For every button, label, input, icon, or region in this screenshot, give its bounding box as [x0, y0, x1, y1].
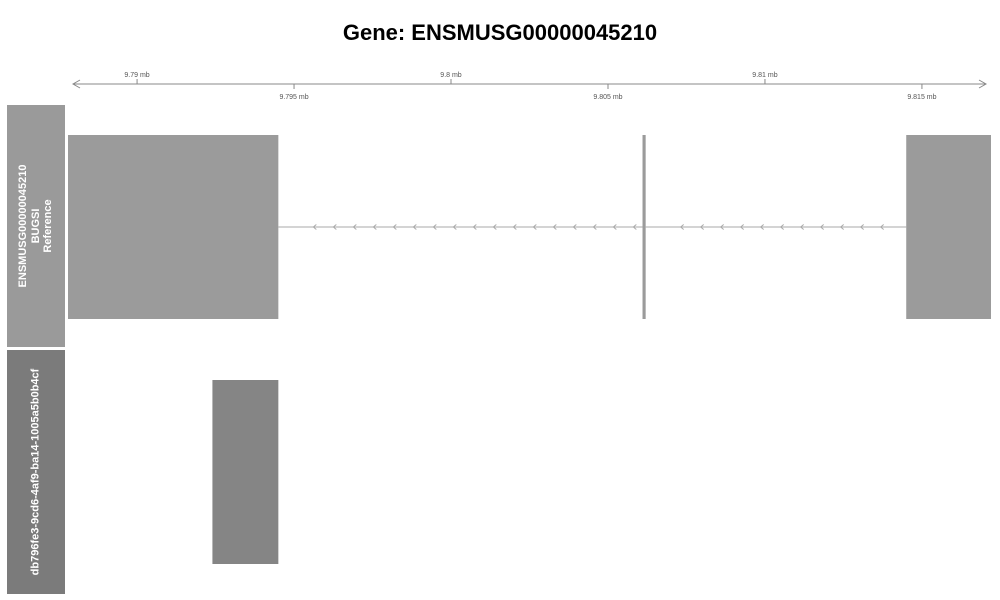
strand-chevron: [572, 224, 577, 230]
axis-tick-label: 9.805 mb: [593, 94, 622, 101]
genome-axis: 9.79 mb 9.8 mb 9.81 mb 9.795 mb 9.805 mb 9.81…: [71, 72, 988, 101]
exon-block: [212, 380, 279, 564]
axis-tick-label: 9.795 mb: [279, 94, 308, 101]
strand-chevron: [552, 224, 557, 230]
strand-chevron: [472, 224, 477, 230]
track-panel-transcript: db796fe3-9cd6-4af9-ba14-1005a5b0b4cf: [7, 350, 65, 594]
exon-block: [68, 135, 279, 319]
strand-chevron: [612, 224, 617, 230]
strand-chevron: [759, 224, 764, 230]
track-label-line: ENSMUSG00000045210: [17, 164, 30, 288]
strand-chevron: [392, 224, 397, 230]
strand-chevron: [739, 224, 744, 230]
axis-arrow-left: [71, 79, 81, 89]
page-title: Gene: ENSMUSG00000045210: [342, 20, 658, 45]
strand-chevron: [492, 224, 497, 230]
strand-chevron: [799, 224, 804, 230]
strand-chevron: [372, 224, 377, 230]
axis-tick-label: 9.8 mb: [440, 72, 462, 79]
strand-chevron: [592, 224, 597, 230]
strand-chevron: [679, 224, 684, 230]
strand-chevron: [432, 224, 437, 230]
track-label-line: BUGSI: [29, 208, 42, 244]
strand-chevron: [819, 224, 824, 230]
track-label-line: Reference: [42, 199, 55, 253]
track-label-transcript: db796fe3-9cd6-4af9-ba14-1005a5b0b4cf: [30, 369, 43, 576]
axis-tick-label: 9.815 mb: [907, 94, 936, 101]
strand-chevron: [879, 224, 884, 230]
strand-chevron: [352, 224, 357, 230]
strand-chevron: [332, 224, 337, 230]
strand-chevron: [512, 224, 517, 230]
track-label-reference: ENSMUSG00000045210 BUGSI Reference: [17, 165, 55, 288]
strand-chevron: [412, 224, 417, 230]
track-label-line: db796fe3-9cd6-4af9-ba14-1005a5b0b4cf: [29, 368, 42, 576]
strand-chevron: [859, 224, 864, 230]
strand-chevron: [532, 224, 537, 230]
axis-arrow-right: [978, 79, 988, 89]
track-panel-reference: ENSMUSG00000045210 BUGSI Reference: [7, 105, 65, 347]
axis-tick-label: 9.79 mb: [124, 72, 149, 79]
strand-chevron: [452, 224, 457, 230]
strand-chevron: [719, 224, 724, 230]
strand-chevron: [699, 224, 704, 230]
exon-block: [642, 135, 646, 319]
strand-chevron: [839, 224, 844, 230]
axis-tick-label: 9.81 mb: [752, 72, 777, 79]
strand-chevron: [312, 224, 317, 230]
strand-chevron: [779, 224, 784, 230]
strand-chevron: [632, 224, 637, 230]
exon-block: [906, 135, 991, 319]
